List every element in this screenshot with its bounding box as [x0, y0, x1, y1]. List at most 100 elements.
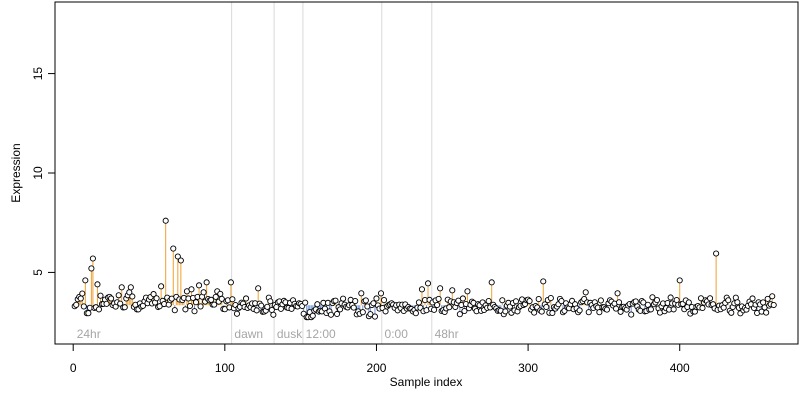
x-tick-label: 200 — [366, 361, 386, 375]
data-point — [118, 284, 125, 291]
data-point — [108, 295, 115, 302]
data-point — [597, 297, 604, 304]
data-point — [188, 286, 195, 293]
segment-label: dusk — [277, 327, 303, 341]
data-point — [612, 305, 620, 312]
data-point — [103, 300, 110, 307]
data-point — [685, 299, 692, 306]
data-point — [358, 290, 365, 297]
x-tick-label: 400 — [670, 361, 690, 375]
data-point — [302, 299, 309, 306]
data-point — [380, 297, 388, 304]
data-point — [377, 290, 385, 297]
data-point — [196, 282, 203, 289]
y-tick-label: 10 — [31, 166, 45, 180]
data-point — [531, 309, 538, 316]
data-point — [628, 311, 635, 318]
data-point — [647, 306, 654, 313]
data-point — [229, 296, 236, 303]
data-point — [632, 298, 639, 305]
data-point — [543, 303, 550, 311]
data-point — [373, 295, 380, 302]
data-point — [197, 303, 204, 310]
data-point — [499, 297, 506, 304]
data-point — [218, 295, 225, 302]
data-point — [85, 310, 92, 317]
segment-label: 48hr — [435, 327, 459, 341]
y-axis-title: Expression — [9, 143, 23, 202]
data-point — [769, 293, 776, 300]
data-point — [115, 292, 122, 299]
data-point — [192, 299, 200, 306]
data-point — [424, 280, 432, 287]
data-point — [127, 284, 134, 291]
data-point — [350, 304, 357, 311]
data-point — [203, 279, 210, 286]
data-point — [728, 309, 735, 316]
data-point — [485, 298, 492, 305]
data-point — [95, 306, 103, 313]
data-point — [314, 301, 321, 308]
data-point — [616, 299, 623, 306]
data-point — [576, 307, 583, 314]
data-point — [764, 295, 771, 302]
data-point — [770, 301, 777, 309]
data-point — [725, 297, 732, 304]
data-point — [464, 288, 471, 295]
data-point — [446, 304, 453, 311]
data-point — [332, 297, 339, 304]
segment-dividers — [231, 2, 433, 344]
data-point — [186, 302, 194, 310]
data-point — [182, 306, 189, 313]
segment-label: 0:00 — [385, 327, 409, 341]
data-point — [212, 293, 219, 300]
y-axis: 5 10 15 — [31, 67, 56, 276]
data-point — [603, 306, 610, 313]
data-point — [177, 257, 184, 264]
data-point — [582, 289, 589, 296]
data-point — [676, 277, 683, 284]
data-point — [94, 281, 101, 288]
data-point — [526, 298, 533, 305]
data-point — [88, 265, 95, 272]
x-axis: 0 100 200 300 400 — [70, 343, 690, 375]
data-point — [255, 285, 262, 292]
data-point — [337, 306, 344, 313]
data-point — [412, 310, 419, 317]
data-point — [97, 292, 104, 299]
data-point — [233, 310, 241, 317]
data-point — [153, 295, 160, 302]
data-point — [456, 311, 463, 318]
segment-label: dawn — [234, 327, 263, 341]
data-point — [264, 303, 271, 310]
data-point — [162, 217, 169, 224]
data-point — [77, 295, 84, 302]
data-point — [174, 253, 181, 260]
data-point — [217, 290, 224, 297]
data-point — [713, 250, 720, 257]
y-tick-label: 15 — [31, 67, 45, 81]
data-point — [121, 304, 128, 311]
data-point — [253, 307, 260, 314]
data-point — [434, 301, 441, 309]
data-point — [243, 295, 250, 302]
data-point — [340, 295, 347, 302]
x-tick-label: 0 — [70, 361, 77, 375]
data-point — [763, 309, 770, 316]
data-point — [82, 277, 89, 284]
data-point — [461, 307, 468, 315]
x-tick-label: 300 — [518, 361, 538, 375]
segment-labels: 24hr dawn dusk 12:00 0:00 48hr — [77, 327, 459, 341]
data-point — [89, 255, 96, 262]
data-point — [158, 283, 165, 290]
data-point — [760, 299, 767, 306]
data-point — [79, 290, 86, 297]
data-point — [211, 301, 218, 308]
data-point — [459, 295, 466, 302]
data-point — [512, 298, 520, 305]
data-points — [71, 217, 777, 321]
y-tick-label: 5 — [31, 269, 45, 276]
x-tick-label: 100 — [215, 361, 235, 375]
data-point — [267, 298, 274, 305]
